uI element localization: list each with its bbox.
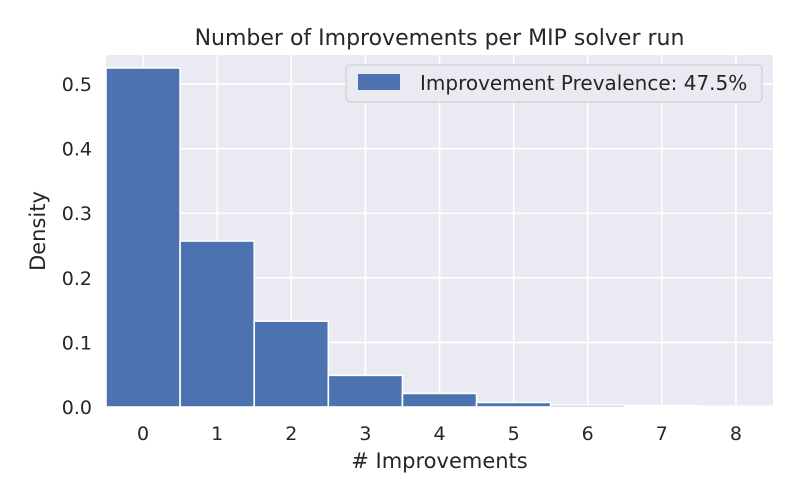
x-tick-label: 7 xyxy=(656,423,668,445)
bar-3 xyxy=(327,374,404,408)
x-tick-label: 4 xyxy=(433,423,445,445)
bar-4 xyxy=(401,392,478,408)
legend-swatch xyxy=(358,74,400,90)
bar-series xyxy=(105,67,774,408)
x-tick-label: 8 xyxy=(730,423,742,445)
x-tick-label: 2 xyxy=(285,423,297,445)
legend: Improvement Prevalence: 47.5% xyxy=(345,64,763,103)
y-tick-label: 0.2 xyxy=(62,268,92,290)
bar-7 xyxy=(623,404,700,408)
y-tick-label: 0.3 xyxy=(62,203,92,225)
y-tick-label: 0.5 xyxy=(62,74,92,96)
x-tick-label: 6 xyxy=(582,423,594,445)
x-tick-label: 3 xyxy=(359,423,371,445)
x-tick-label: 0 xyxy=(137,423,149,445)
legend-label: Improvement Prevalence: 47.5% xyxy=(420,71,747,95)
y-axis-label: Density xyxy=(26,191,50,271)
y-axis-ticks: 0.0 0.1 0.2 0.3 0.4 0.5 xyxy=(62,74,92,419)
x-tick-label: 5 xyxy=(508,423,520,445)
y-tick-label: 0.4 xyxy=(62,139,92,161)
bar-5 xyxy=(475,401,552,408)
x-axis-label: # Improvements xyxy=(351,449,527,473)
bar-2 xyxy=(253,320,330,408)
bar-1 xyxy=(179,240,256,408)
bar-8 xyxy=(698,405,774,408)
bar-0 xyxy=(105,67,181,408)
x-tick-label: 1 xyxy=(211,423,223,445)
x-axis-ticks: 0 1 2 3 4 5 6 7 8 xyxy=(137,423,742,445)
chart-title: Number of Improvements per MIP solver ru… xyxy=(195,26,685,51)
legend-box xyxy=(345,64,763,103)
y-tick-label: 0.1 xyxy=(62,332,92,354)
bar-6 xyxy=(549,404,626,408)
y-tick-label: 0.0 xyxy=(62,397,92,419)
